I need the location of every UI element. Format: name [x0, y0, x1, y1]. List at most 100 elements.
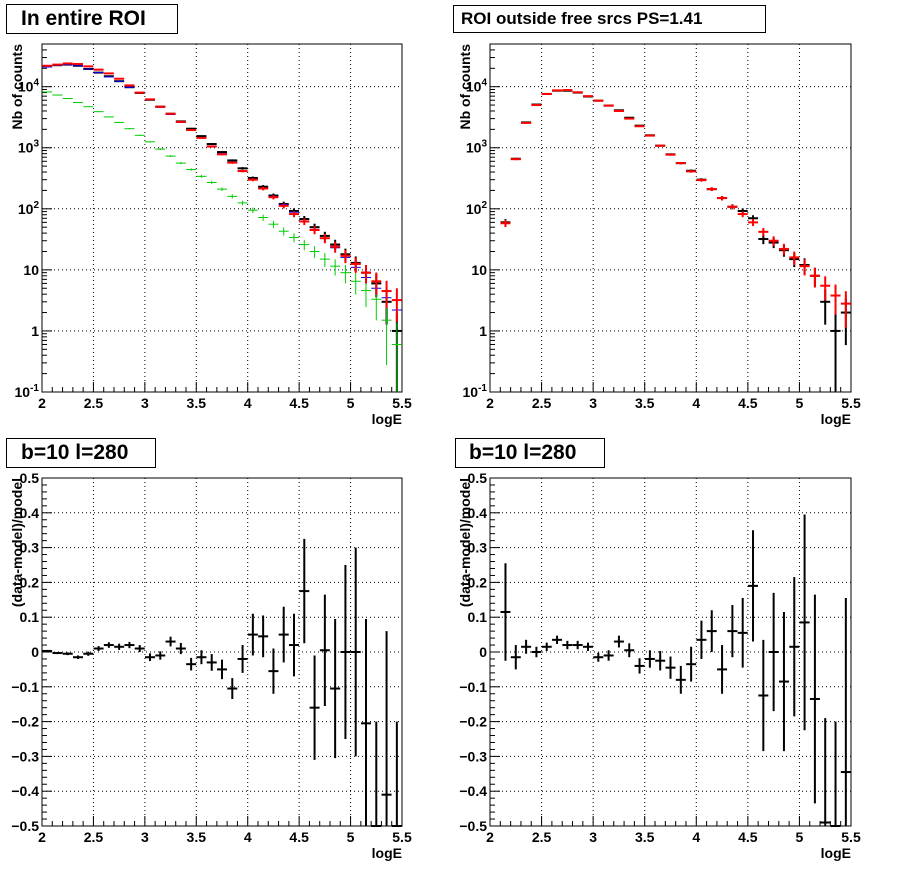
data-point	[278, 606, 289, 663]
x-tick-label: 4	[692, 395, 700, 411]
y-tick-label: 0.2	[20, 574, 40, 590]
data-point	[830, 312, 841, 392]
data-point	[247, 178, 258, 182]
x-tick-label: 2.5	[84, 829, 104, 845]
data-point	[686, 646, 697, 682]
data-point	[613, 635, 624, 648]
x-tick-label: 2	[486, 829, 494, 845]
data-point	[237, 167, 248, 170]
x-tick-label: 3	[141, 829, 149, 845]
x-tick-label: 5.5	[841, 829, 861, 845]
data-point	[145, 653, 155, 662]
data-point	[175, 120, 186, 123]
grid	[42, 44, 402, 392]
data-point	[624, 643, 635, 658]
y-tick-label: 0.2	[468, 574, 488, 590]
data-point	[145, 141, 155, 143]
data-point	[572, 640, 583, 650]
data-point	[758, 228, 769, 237]
data-point	[350, 257, 361, 273]
data-point	[227, 159, 238, 162]
data-point	[319, 253, 330, 268]
data-point	[655, 650, 666, 671]
data-point	[62, 652, 73, 656]
y-tick-label: −0.1	[459, 679, 487, 695]
data-point	[686, 170, 697, 173]
x-tick-label: 2.5	[84, 395, 104, 411]
data-point	[134, 134, 145, 136]
x-tick-label: 2.5	[532, 829, 552, 845]
y-tick-label: 0	[31, 644, 39, 660]
x-tick-label: 2.5	[532, 395, 552, 411]
data-point	[361, 280, 371, 308]
data-point	[391, 322, 402, 392]
data-point	[644, 134, 655, 137]
data-point	[820, 276, 831, 301]
data-point	[582, 95, 593, 98]
data-point	[186, 168, 197, 171]
data-point	[217, 187, 227, 192]
ticks	[41, 43, 403, 393]
panel-1: 2 2.5 3 3.5 4 4.5 5 5.5 10-1 1 10 102 103 104 logE Nb o…	[457, 43, 861, 427]
data-point	[93, 111, 104, 113]
series-2	[42, 91, 402, 392]
y-tick-label: −0.4	[11, 783, 39, 799]
data-point	[381, 280, 392, 308]
data-point	[350, 547, 361, 757]
x-tick-label: 3	[141, 395, 149, 411]
data-point	[350, 272, 361, 295]
data-point	[217, 153, 227, 156]
data-point	[572, 91, 583, 94]
data-point	[531, 646, 542, 658]
data-point	[165, 155, 176, 158]
data-point	[541, 92, 552, 95]
data-point	[52, 652, 63, 655]
y-tick-label: 10-1	[463, 383, 488, 400]
data-point	[217, 151, 227, 154]
series-0	[500, 89, 851, 392]
data-point	[500, 219, 511, 227]
data-point	[603, 104, 614, 107]
panel-3: 2 2.5 3 3.5 4 4.5 5 5.5 −0.5 −0.4 −0.3 −0.2 −0.1 0 0.1…	[457, 470, 861, 861]
data-point	[134, 91, 145, 94]
data-point	[521, 639, 532, 654]
data-point	[500, 563, 511, 661]
x-tick-label: 4	[244, 395, 252, 411]
data-point	[83, 106, 94, 108]
y-tick-label: 103	[466, 139, 488, 156]
y-tick-label: 10	[23, 262, 39, 278]
data-point	[799, 514, 810, 731]
data-point	[196, 135, 207, 138]
y-axis-label: (data-model)/model	[9, 478, 25, 607]
data-point	[717, 195, 728, 201]
y-tick-label: −0.1	[11, 679, 39, 695]
y-tick-label: 0.1	[20, 609, 40, 625]
data-point	[299, 239, 310, 251]
data-point	[840, 598, 851, 826]
data-point	[145, 98, 155, 101]
data-point	[727, 204, 738, 210]
data-point	[299, 218, 310, 226]
y-tick-label: 0.1	[468, 609, 488, 625]
data-point	[330, 259, 341, 276]
data-point	[52, 94, 63, 96]
data-point	[541, 642, 552, 651]
data-point	[319, 594, 330, 706]
data-point	[748, 219, 759, 227]
x-tick-label: 5	[347, 395, 355, 411]
data-point	[531, 104, 542, 107]
y-tick-label: 0.5	[468, 470, 488, 486]
data-point	[799, 259, 810, 276]
data-point	[665, 656, 676, 679]
x-tick-label: 4	[244, 829, 252, 845]
data-point	[309, 655, 320, 760]
data-point	[391, 721, 402, 827]
panel-title-residual-left: b=10 l=280	[6, 438, 156, 468]
data-point	[237, 200, 248, 206]
data-point	[165, 636, 176, 647]
data-point	[510, 645, 521, 670]
panel-title-residual-right: b=10 l=280	[455, 438, 605, 468]
data-point	[655, 144, 666, 147]
series-0	[42, 63, 402, 392]
